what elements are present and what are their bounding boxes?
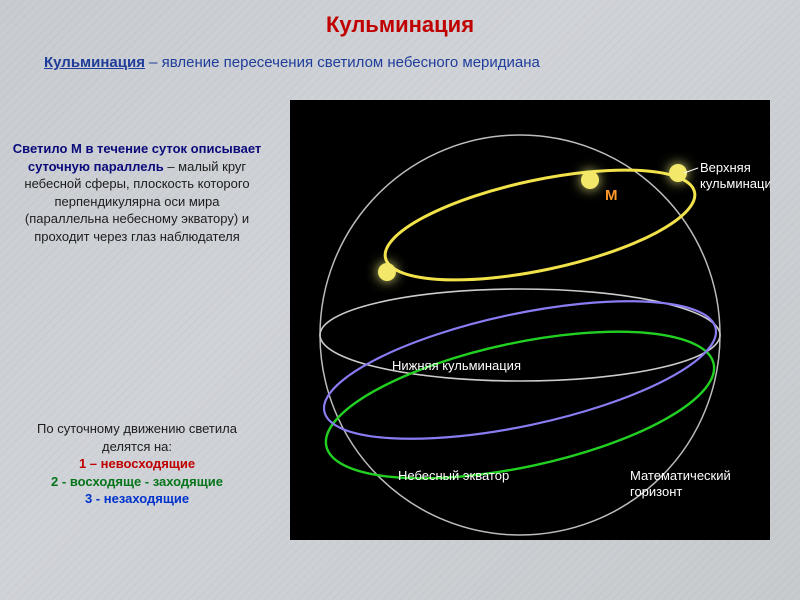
celestial-svg: М Верхняя кульминация Нижняя кульминация… — [290, 100, 770, 540]
category-3: 3 - незаходящие — [12, 490, 262, 508]
star — [378, 263, 396, 281]
label-horizon-1: Математический — [630, 468, 731, 483]
definition-term: Кульминация — [44, 54, 145, 71]
definition-text: – явление пересечения светилом небесного… — [145, 54, 540, 71]
label-upper-culmination-1: Верхняя — [700, 160, 751, 175]
side-description: Светило М в течение суток описывает суто… — [12, 140, 262, 245]
label-lower-culmination: Нижняя кульминация — [392, 358, 521, 373]
categories-intro: По суточному движению светила делятся на… — [12, 420, 262, 455]
definition-line: Кульминация – явление пересечения светил… — [44, 54, 756, 71]
daily-parallel-ellipse — [376, 148, 704, 302]
categories-block: По суточному движению светила делятся на… — [12, 420, 262, 508]
celestial-diagram: М Верхняя кульминация Нижняя кульминация… — [290, 100, 770, 540]
label-horizon-2: горизонт — [630, 484, 682, 499]
star — [581, 171, 599, 189]
label-M: М — [605, 187, 618, 204]
category-2-text: - восходяще - заходящие — [58, 474, 223, 489]
label-upper-culmination-2: кульминация — [700, 176, 770, 191]
label-equator: Небесный экватор — [398, 468, 509, 483]
category-1-text: – невосходящие — [86, 456, 195, 471]
category-1: 1 – невосходящие — [12, 455, 262, 473]
page-title: Кульминация — [0, 12, 800, 38]
category-2: 2 - восходяще - заходящие — [12, 473, 262, 491]
category-3-text: - незаходящие — [92, 491, 189, 506]
